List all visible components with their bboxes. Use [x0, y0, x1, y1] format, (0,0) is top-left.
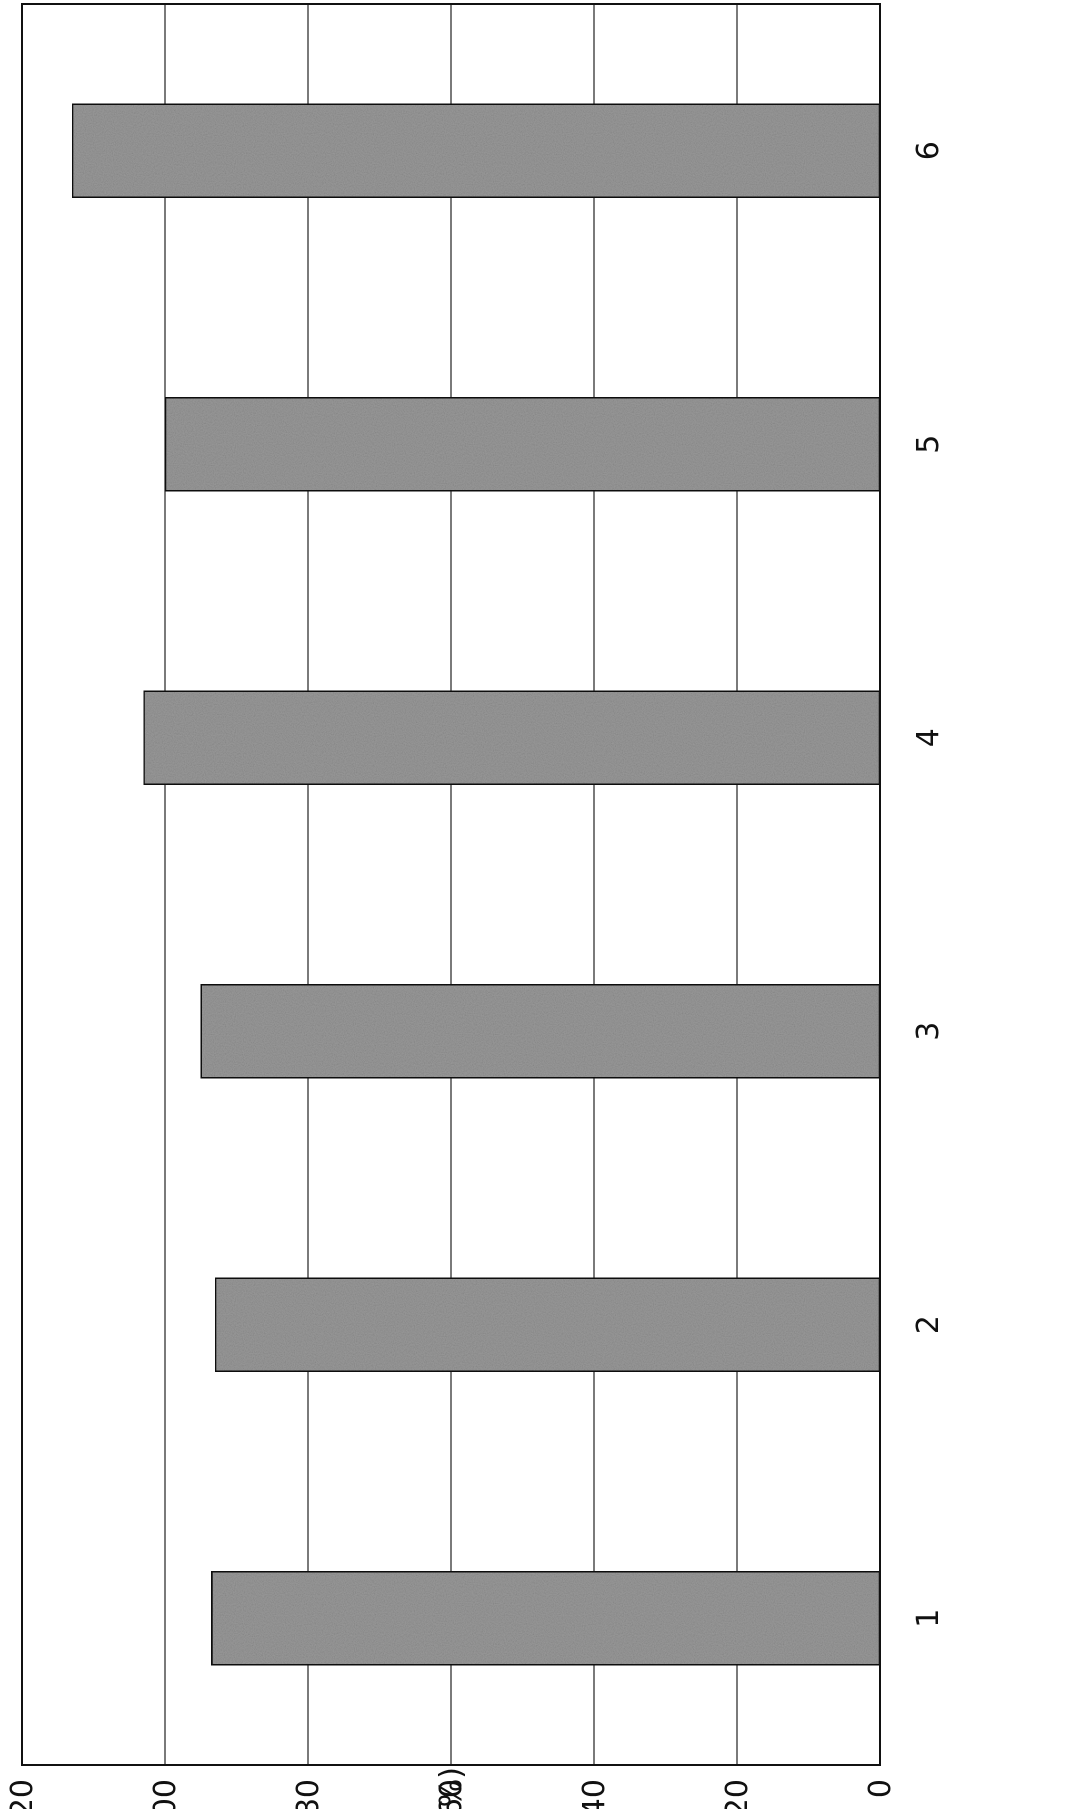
- y-tick-label-100: 100: [148, 1779, 183, 1809]
- y-tick-label-80: 80: [291, 1779, 326, 1809]
- category-label-5: 5: [911, 435, 946, 454]
- gridlines: [164, 4, 738, 1765]
- y-axis-label: (%): [434, 1767, 469, 1809]
- y-tick-label-20: 20: [720, 1779, 755, 1809]
- category-labels: 1 2 3 4 5 6: [911, 141, 946, 1628]
- bar-2: [213, 1276, 882, 1373]
- bar-5: [163, 396, 882, 493]
- bar-1: [210, 1570, 882, 1667]
- category-label-2: 2: [911, 1315, 946, 1334]
- y-axis-ticks: 0 20 40 60 80 100 120: [5, 1779, 898, 1809]
- y-tick-label-40: 40: [577, 1779, 612, 1809]
- bar-6: [70, 102, 882, 199]
- category-label-3: 3: [911, 1022, 946, 1041]
- y-tick-label-120: 120: [5, 1779, 40, 1809]
- category-label-1: 1: [911, 1609, 946, 1628]
- y-tick-label-60: 60: [434, 1779, 469, 1809]
- category-label-4: 4: [911, 728, 946, 747]
- bars: [70, 102, 882, 1667]
- y-tick-label-0: 0: [863, 1779, 898, 1798]
- bar-4: [142, 689, 882, 786]
- plot-frame: [21, 3, 881, 1766]
- bar-3: [199, 983, 882, 1080]
- category-label-6: 6: [911, 141, 946, 160]
